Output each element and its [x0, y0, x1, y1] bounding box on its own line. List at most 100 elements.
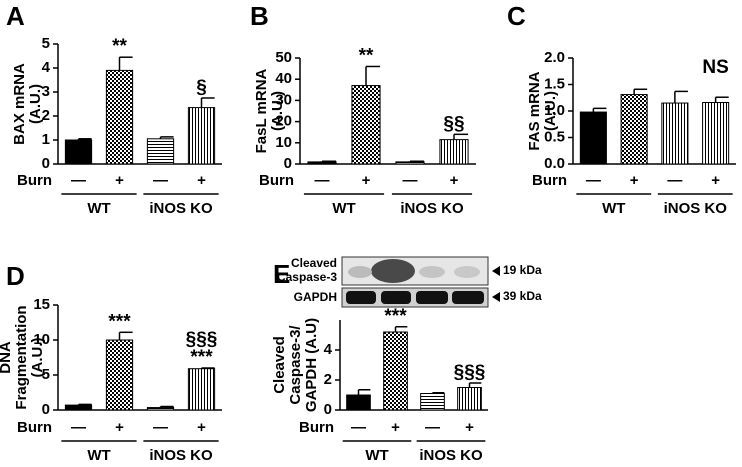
arrow [492, 292, 500, 302]
group-label: iNOS KO [149, 447, 213, 464]
group-label: WT [87, 447, 110, 464]
annotation: §§§ [186, 329, 218, 350]
y-tick-label: 10 [275, 134, 292, 151]
y-tick-label: 4 [324, 341, 333, 358]
x-tick-label: — [315, 172, 330, 189]
bar [579, 111, 607, 165]
y-tick-label: 5 [42, 35, 50, 52]
blot-label: Caspase-3 [277, 270, 337, 284]
x-tick-label: — [153, 172, 168, 189]
group-label: iNOS KO [400, 200, 464, 217]
x-row-label: Burn [259, 172, 294, 189]
panel-letter: B [250, 1, 269, 31]
bar [105, 69, 134, 165]
blot-band [346, 291, 376, 304]
y-axis-label: GAPDH (A.U) [303, 318, 320, 412]
y-axis-label: (A.U.) [542, 91, 559, 131]
x-tick-label: + [465, 419, 474, 436]
y-axis-label: (A.U.) [269, 91, 286, 131]
x-tick-label: + [197, 419, 206, 436]
blot-band [419, 266, 445, 278]
y-tick-label: 3 [42, 83, 50, 100]
y-tick-label: 1.5 [544, 75, 565, 92]
group-label: WT [602, 200, 625, 217]
panel-letter: A [6, 1, 25, 31]
y-tick-label: 1 [42, 131, 50, 148]
blot-size: 39 kDa [503, 289, 542, 303]
y-tick-label: 0.5 [544, 128, 565, 145]
y-axis-label: BAX mRNA [11, 63, 28, 145]
x-tick-label: — [153, 419, 168, 436]
annotation: ** [112, 36, 127, 57]
y-tick-label: 1.0 [544, 102, 565, 119]
x-tick-label: — [71, 172, 86, 189]
bar [661, 102, 689, 165]
panel-letter: C [507, 1, 526, 31]
x-row-label: Burn [17, 419, 52, 436]
annotation: *** [108, 311, 131, 332]
y-tick-label: 0 [42, 401, 50, 418]
panel-letter: D [6, 261, 25, 291]
annotation: *** [384, 306, 407, 327]
x-tick-label: + [115, 419, 124, 436]
x-tick-label: — [425, 419, 440, 436]
annotation: §§ [443, 113, 464, 134]
y-axis-label: Cleaved [271, 336, 288, 394]
y-axis-label: (A.U.) [29, 338, 46, 378]
x-tick-label: — [71, 419, 86, 436]
y-axis-label: FAS mRNA [526, 71, 543, 150]
y-tick-label: 40 [275, 70, 292, 87]
x-tick-label: — [351, 419, 366, 436]
arrow [492, 266, 500, 276]
blot-label: GAPDH [294, 290, 337, 304]
bar [420, 393, 445, 411]
x-tick-label: + [391, 419, 400, 436]
group-label: iNOS KO [664, 200, 728, 217]
bar [346, 394, 371, 411]
blot-band [454, 266, 480, 278]
y-axis-label: Fragmentation [13, 305, 30, 409]
blot-band [452, 291, 484, 304]
y-tick-label: 0 [284, 155, 292, 172]
group-label: WT [87, 200, 110, 217]
y-tick-label: 4 [42, 59, 51, 76]
annotation: NS [702, 57, 728, 78]
bar [307, 161, 337, 165]
blot-band [416, 291, 448, 304]
blot-strip [341, 287, 489, 308]
annotation: § [196, 77, 207, 98]
blot-label: Cleaved [291, 256, 337, 270]
bar [383, 331, 408, 411]
panel-letter: E [273, 259, 290, 289]
x-tick-label: + [630, 172, 639, 189]
y-axis-label: FasL mRNA [253, 68, 270, 153]
y-tick-label: 2 [324, 371, 332, 388]
bar [146, 138, 175, 165]
bar [702, 102, 730, 165]
y-tick-label: 0 [324, 401, 332, 418]
y-tick-label: 20 [275, 113, 292, 130]
bar [64, 139, 93, 165]
annotation: ** [359, 45, 374, 66]
x-tick-label: + [450, 172, 459, 189]
annotation: §§§ [454, 362, 486, 383]
y-tick-label: 0.0 [544, 155, 565, 172]
x-tick-label: — [586, 172, 601, 189]
y-tick-label: 2 [42, 107, 50, 124]
y-axis-label: (A.U.) [27, 84, 44, 124]
western-blot: Cleaved Caspase-3 GAPDH 19 kDa 39 kDa [277, 256, 542, 308]
bar [457, 387, 482, 411]
y-axis-label: Caspase-3/ [287, 325, 304, 405]
y-tick-label: 5 [42, 366, 50, 383]
bar [351, 85, 381, 165]
blot-size: 19 kDa [503, 263, 542, 277]
group-label: iNOS KO [149, 200, 213, 217]
bar [187, 107, 216, 165]
bar [395, 161, 425, 165]
bar [187, 368, 216, 411]
x-row-label: Burn [532, 172, 567, 189]
blot-band [381, 291, 411, 304]
annotation: *** [190, 347, 213, 368]
y-axis-label: DNA [0, 341, 14, 374]
